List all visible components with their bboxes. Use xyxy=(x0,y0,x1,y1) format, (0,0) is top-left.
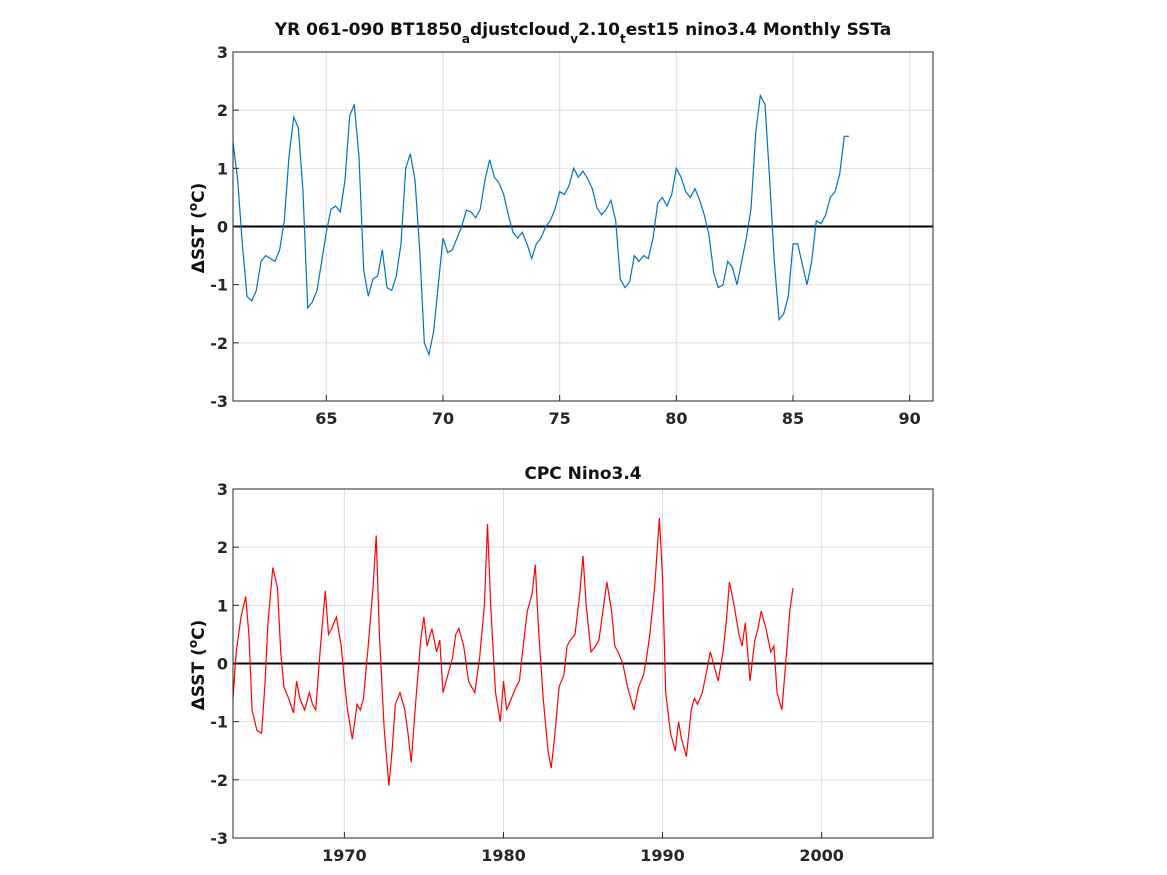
panel-bottom-ylabel: ΔSST (oC) xyxy=(186,620,209,711)
panel-bottom-x-ticks: 1970 1980 1990 2000 xyxy=(322,832,844,865)
y-tick-label: -2 xyxy=(210,771,228,790)
x-tick-label: 80 xyxy=(665,409,687,428)
x-tick-label: 1980 xyxy=(481,846,526,865)
x-tick-label: 75 xyxy=(549,409,571,428)
panel-top-title: YR 061-090 BT1850adjustcloudv2.10test15 … xyxy=(274,20,891,46)
y-tick-label: -3 xyxy=(210,392,228,411)
panel-bottom-y-ticks: -3 -2 -1 0 1 2 3 xyxy=(210,480,239,848)
x-tick-label: 70 xyxy=(432,409,454,428)
y-tick-label: 1 xyxy=(217,596,228,615)
x-tick-label: 2000 xyxy=(799,846,844,865)
x-tick-label: 65 xyxy=(315,409,337,428)
x-tick-label: 1990 xyxy=(640,846,685,865)
y-tick-label: 3 xyxy=(217,480,228,499)
y-tick-label: 0 xyxy=(217,218,228,237)
x-tick-label: 1970 xyxy=(322,846,367,865)
panel-bottom: CPC Nino3.4 1970 1980 1990 2000 -3-2-10123 … xyxy=(186,464,934,865)
panel-bottom-series-line xyxy=(232,518,794,786)
panel-bottom-title: CPC Nino3.4 xyxy=(524,464,641,484)
panel-top: YR 061-090 BT1850adjustcloudv2.10test15 … xyxy=(186,20,934,428)
y-tick-label: 2 xyxy=(217,101,228,120)
y-tick-label: -3 xyxy=(210,829,228,848)
panel-top-ylabel: ΔSST (oC) xyxy=(186,183,209,274)
y-tick-label: -2 xyxy=(210,334,228,353)
y-tick-label: 0 xyxy=(217,655,228,674)
panel-top-x-ticks: 65 70 75 80 85 90 xyxy=(315,395,921,428)
y-tick-label: -1 xyxy=(210,276,228,295)
panel-top-series-line xyxy=(232,93,849,357)
y-tick-label: 1 xyxy=(217,159,228,178)
y-tick-label: -1 xyxy=(210,713,228,732)
panel-top-y-ticks: -3 -2 -1 0 1 2 3 xyxy=(210,43,239,411)
x-tick-label: 85 xyxy=(782,409,804,428)
x-tick-label: 90 xyxy=(899,409,921,428)
y-tick-label: 2 xyxy=(217,538,228,557)
y-tick-label: 3 xyxy=(217,43,228,62)
